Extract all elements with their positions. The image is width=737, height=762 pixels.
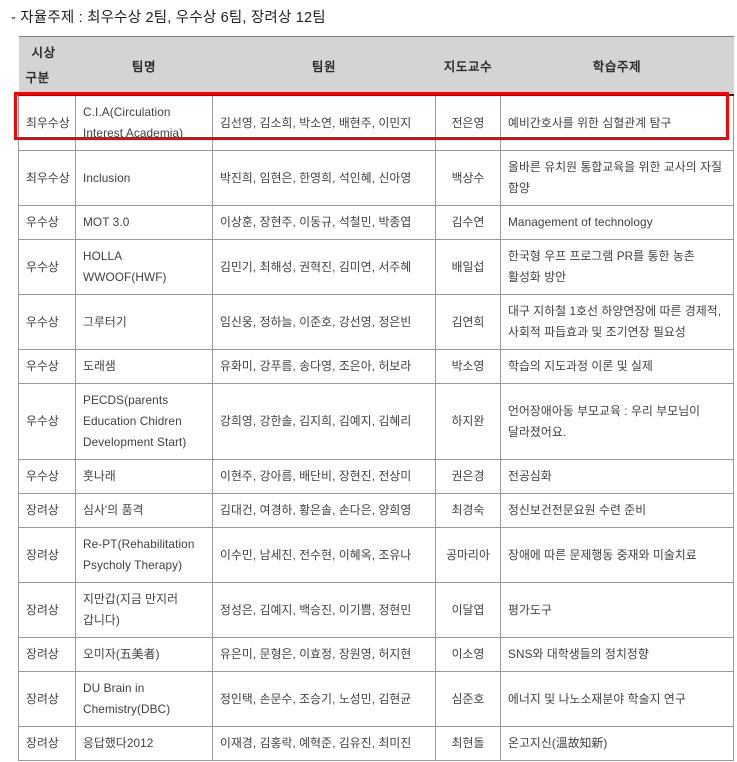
cell-study-topic: Management of technology (500, 205, 734, 240)
table-header: 시상 구분 팀명 팀원 지도교수 학습주제 (18, 36, 734, 95)
cell-study-topic: 언어장애아동 부모교육 : 우리 부모님이 달라졌어요. (500, 383, 734, 460)
table-row: 장려상 오미자(五美者) 유은미, 문형은, 이효정, 장원영, 허지현 이소영… (18, 637, 734, 672)
cell-team-name: 심사'의 품격 (75, 493, 213, 528)
cell-team-members: 이재경, 김홍락, 예혁준, 김유진, 최미진 (212, 726, 436, 761)
cell-advisor: 김수연 (435, 205, 501, 240)
cell-advisor: 하지완 (435, 383, 501, 460)
column-header-award-category: 시상 구분 (18, 36, 76, 95)
cell-advisor: 배일섭 (435, 239, 501, 295)
table-row: 우수상 도래샘 유화미, 강푸름, 송다영, 조은아, 허보라 박소영 학습의 … (18, 349, 734, 384)
column-header-study-topic: 학습주제 (500, 36, 734, 95)
table-row: 우수상 PECDS(parents Education Chidren Deve… (18, 383, 734, 460)
table-row: 우수상 MOT 3.0 이상훈, 장현주, 이동규, 석철민, 박종엽 김수연 … (18, 205, 734, 240)
table-row: 장려상 지만갑(지금 만지러 갑니다) 정성은, 김예지, 백승진, 이기쁨, … (18, 582, 734, 638)
cell-advisor: 심준호 (435, 671, 501, 727)
cell-team-members: 정성은, 김예지, 백승진, 이기쁨, 정현민 (212, 582, 436, 638)
cell-award-category: 우수상 (18, 294, 76, 350)
cell-team-name: PECDS(parents Education Chidren Developm… (75, 383, 213, 460)
cell-study-topic: 장애에 따른 문제행동 중재와 미술치료 (500, 527, 734, 583)
cell-team-name: Inclusion (75, 150, 213, 206)
table-row: 우수상 그루터기 임신웅, 정하늘, 이준호, 강선영, 정은빈 김연희 대구 … (18, 294, 734, 350)
cell-team-members: 유화미, 강푸름, 송다영, 조은아, 허보라 (212, 349, 436, 384)
cell-award-category: 장려상 (18, 527, 76, 583)
cell-team-name: 오미자(五美者) (75, 637, 213, 672)
cell-award-category: 장려상 (18, 671, 76, 727)
cell-award-category: 장려상 (18, 637, 76, 672)
cell-team-name: HOLLA WWOOF(HWF) (75, 239, 213, 295)
cell-study-topic: 에너지 및 나노소재분야 학술지 연구 (500, 671, 734, 727)
award-table-container: 시상 구분 팀명 팀원 지도교수 학습주제 최우수상 C.I.A(Circula… (18, 36, 734, 761)
cell-advisor: 전은영 (435, 94, 501, 151)
table-body: 최우수상 C.I.A(Circulation Interest Academia… (18, 94, 734, 761)
cell-award-category: 최우수상 (18, 94, 76, 151)
table-row: 장려상 심사'의 품격 김대건, 여경하, 황은솔, 손다은, 양희영 최경숙 … (18, 493, 734, 528)
cell-award-category: 우수상 (18, 459, 76, 494)
column-header-team-members: 팀원 (212, 36, 436, 95)
cell-advisor: 백상수 (435, 150, 501, 206)
cell-award-category: 우수상 (18, 383, 76, 460)
cell-study-topic: SNS와 대학생들의 정치정향 (500, 637, 734, 672)
table-row: 우수상 훗나래 이현주, 강아름, 배단비, 장현진, 전상미 권은경 전공심화 (18, 459, 734, 494)
cell-advisor: 김연희 (435, 294, 501, 350)
cell-team-members: 김민기, 최해성, 권혁진, 김미연, 서주혜 (212, 239, 436, 295)
column-header-team-name: 팀명 (75, 36, 213, 95)
cell-team-name: MOT 3.0 (75, 205, 213, 240)
cell-team-members: 강희영, 강한솔, 김지희, 김예지, 김혜리 (212, 383, 436, 460)
table-row: 최우수상 C.I.A(Circulation Interest Academia… (18, 94, 734, 151)
table-row: 최우수상 Inclusion 박진희, 임현은, 한영희, 석인혜, 신아영 백… (18, 150, 734, 206)
cell-study-topic: 한국형 우프 프로그램 PR를 통한 농촌 활성화 방안 (500, 239, 734, 295)
cell-team-name: 도래샘 (75, 349, 213, 384)
cell-study-topic: 전공심화 (500, 459, 734, 494)
cell-study-topic: 올바른 유치원 통합교육을 위한 교사의 자질 함양 (500, 150, 734, 206)
cell-team-members: 이수민, 남세진, 전수현, 이혜옥, 조유나 (212, 527, 436, 583)
column-header-advisor: 지도교수 (435, 36, 501, 95)
award-table: 시상 구분 팀명 팀원 지도교수 학습주제 최우수상 C.I.A(Circula… (18, 36, 734, 761)
cell-team-members: 김대건, 여경하, 황은솔, 손다은, 양희영 (212, 493, 436, 528)
cell-team-name: 훗나래 (75, 459, 213, 494)
cell-award-category: 최우수상 (18, 150, 76, 206)
cell-study-topic: 정신보건전문요원 수련 준비 (500, 493, 734, 528)
cell-study-topic: 온고지신(溫故知新) (500, 726, 734, 761)
cell-team-name: 그루터기 (75, 294, 213, 350)
cell-team-name: Re-PT(Rehabilitation Psycholy Therapy) (75, 527, 213, 583)
cell-team-members: 김선영, 김소희, 박소연, 배현주, 이민지 (212, 94, 436, 151)
cell-award-category: 우수상 (18, 205, 76, 240)
cell-award-category: 우수상 (18, 349, 76, 384)
cell-advisor: 권은경 (435, 459, 501, 494)
cell-award-category: 장려상 (18, 493, 76, 528)
cell-team-name: 지만갑(지금 만지러 갑니다) (75, 582, 213, 638)
cell-award-category: 장려상 (18, 726, 76, 761)
column-header-award-category-line2: 구분 (25, 70, 50, 85)
cell-advisor: 박소영 (435, 349, 501, 384)
cell-team-name: C.I.A(Circulation Interest Academia) (75, 94, 213, 151)
table-row: 장려상 Re-PT(Rehabilitation Psycholy Therap… (18, 527, 734, 583)
cell-advisor: 공마리아 (435, 527, 501, 583)
cell-study-topic: 예비간호사를 위한 심혈관계 탐구 (500, 94, 734, 151)
cell-team-name: DU Brain in Chemistry(DBC) (75, 671, 213, 727)
cell-advisor: 이소영 (435, 637, 501, 672)
cell-team-members: 정인택, 손문수, 조승기, 노성민, 김현균 (212, 671, 436, 727)
table-row: 장려상 DU Brain in Chemistry(DBC) 정인택, 손문수,… (18, 671, 734, 727)
cell-award-category: 우수상 (18, 239, 76, 295)
column-header-award-category-line1: 시상 (31, 45, 56, 60)
cell-team-members: 임신웅, 정하늘, 이준호, 강선영, 정은빈 (212, 294, 436, 350)
cell-team-members: 이현주, 강아름, 배단비, 장현진, 전상미 (212, 459, 436, 494)
cell-award-category: 장려상 (18, 582, 76, 638)
table-row: 장려상 응답했다2012 이재경, 김홍락, 예혁준, 김유진, 최미진 최현돌… (18, 726, 734, 761)
cell-team-members: 유은미, 문형은, 이효정, 장원영, 허지현 (212, 637, 436, 672)
cell-study-topic: 평가도구 (500, 582, 734, 638)
table-header-row: 시상 구분 팀명 팀원 지도교수 학습주제 (18, 36, 734, 95)
cell-team-members: 박진희, 임현은, 한영희, 석인혜, 신아영 (212, 150, 436, 206)
cell-study-topic: 학습의 지도과정 이론 및 실제 (500, 349, 734, 384)
cell-team-members: 이상훈, 장현주, 이동규, 석철민, 박종엽 (212, 205, 436, 240)
table-row: 우수상 HOLLA WWOOF(HWF) 김민기, 최해성, 권혁진, 김미연,… (18, 239, 734, 295)
cell-advisor: 최경숙 (435, 493, 501, 528)
cell-advisor: 최현돌 (435, 726, 501, 761)
cell-study-topic: 대구 지하철 1호선 하양연장에 따른 경제적, 사회적 파듭효과 및 조기연장… (500, 294, 734, 350)
cell-advisor: 이달엽 (435, 582, 501, 638)
cell-team-name: 응답했다2012 (75, 726, 213, 761)
page-title: - 자율주제 : 최우수상 2팀, 우수상 6팀, 장려상 12팀 (11, 10, 326, 26)
